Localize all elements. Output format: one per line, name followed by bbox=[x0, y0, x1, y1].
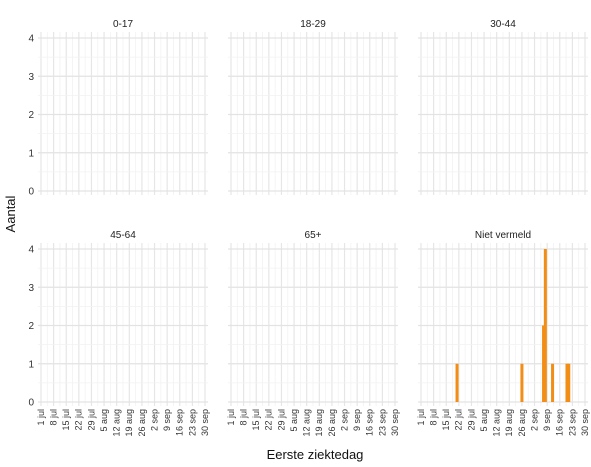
x-tick-label: 12 aug bbox=[302, 409, 312, 437]
bar bbox=[520, 363, 524, 402]
x-tick-label: 30 sep bbox=[390, 409, 400, 436]
x-axis-title: Eerste ziektedag bbox=[267, 447, 364, 462]
panel-strip-label: Niet vermeld bbox=[475, 230, 531, 241]
y-tick-label: 2 bbox=[28, 110, 34, 121]
y-tick-label: 2 bbox=[28, 321, 34, 332]
panel-strip-label: 0-17 bbox=[113, 19, 133, 30]
x-tick-label: 26 aug bbox=[327, 409, 337, 437]
x-tick-label: 23 sep bbox=[567, 409, 577, 436]
bar bbox=[565, 363, 569, 402]
x-tick-label: 29 jul bbox=[276, 409, 286, 431]
x-tick-label: 9 sep bbox=[542, 409, 552, 431]
bar bbox=[551, 363, 555, 402]
panel-2: 18-29 bbox=[228, 19, 398, 195]
bar bbox=[455, 363, 459, 402]
x-tick-label: 29 jul bbox=[86, 409, 96, 431]
y-tick-label: 4 bbox=[28, 34, 34, 45]
x-tick-label: 19 aug bbox=[314, 409, 324, 437]
y-tick-label: 3 bbox=[28, 283, 34, 294]
x-tick-label: 15 jul bbox=[441, 409, 451, 431]
panel-strip-label: 65+ bbox=[305, 230, 322, 241]
y-tick-label: 0 bbox=[28, 398, 34, 409]
y-tick-label: 1 bbox=[28, 359, 34, 370]
bar bbox=[543, 249, 547, 402]
panel-4: 45-64 0 1 2 3 4 1 jul 8 jul 15 jul 22 jul 29 jul 5 … bbox=[28, 230, 209, 437]
y-tick-label: 1 bbox=[28, 148, 34, 159]
x-tick-label: 9 sep bbox=[162, 409, 172, 431]
x-tick-label: 22 jul bbox=[454, 409, 464, 431]
x-tick-label: 12 aug bbox=[492, 409, 502, 437]
x-tick-label: 8 jul bbox=[238, 409, 248, 426]
panel-strip-label: 45-64 bbox=[110, 230, 136, 241]
x-tick-label: 8 jul bbox=[48, 409, 58, 426]
x-tick-label: 30 sep bbox=[200, 409, 210, 436]
x-tick-label: 22 jul bbox=[264, 409, 274, 431]
panel-strip-label: 18-29 bbox=[300, 19, 326, 30]
x-tick-label: 2 sep bbox=[529, 409, 539, 431]
bar bbox=[567, 363, 571, 402]
panel-strip-label: 30-44 bbox=[490, 19, 516, 30]
x-tick-label: 15 jul bbox=[251, 409, 261, 431]
x-tick-label: 16 sep bbox=[555, 409, 565, 436]
x-tick-label: 30 sep bbox=[580, 409, 590, 436]
panel-3: 30-44 bbox=[418, 19, 588, 195]
x-tick-label: 26 aug bbox=[517, 409, 527, 437]
x-tick-label: 22 jul bbox=[74, 409, 84, 431]
x-tick-label: 15 jul bbox=[61, 409, 71, 431]
x-tick-label: 5 aug bbox=[99, 409, 109, 432]
x-tick-label: 16 sep bbox=[175, 409, 185, 436]
x-tick-label: 23 sep bbox=[377, 409, 387, 436]
x-tick-label: 26 aug bbox=[137, 409, 147, 437]
bar bbox=[542, 325, 546, 402]
x-tick-label: 1 jul bbox=[226, 409, 236, 426]
y-tick-label: 0 bbox=[28, 187, 34, 198]
x-tick-label: 5 aug bbox=[289, 409, 299, 432]
x-tick-label: 19 aug bbox=[504, 409, 514, 437]
panel-6: Niet vermeld 1 jul 8 jul 15 jul 22 jul 29 jul… bbox=[416, 230, 590, 437]
x-tick-label: 5 aug bbox=[479, 409, 489, 432]
panel-1: 0-17 0 1 2 3 4 bbox=[28, 19, 208, 198]
x-tick-label: 12 aug bbox=[112, 409, 122, 437]
x-tick-label: 16 sep bbox=[365, 409, 375, 436]
x-tick-label: 8 jul bbox=[428, 409, 438, 426]
x-tick-label: 1 jul bbox=[416, 409, 426, 426]
y-tick-label: 3 bbox=[28, 72, 34, 83]
x-tick-label: 29 jul bbox=[466, 409, 476, 431]
x-tick-label: 19 aug bbox=[124, 409, 134, 437]
x-tick-label: 9 sep bbox=[352, 409, 362, 431]
y-axis-title: Aantal bbox=[3, 195, 18, 232]
y-tick-label: 4 bbox=[28, 245, 34, 256]
x-tick-label: 23 sep bbox=[187, 409, 197, 436]
panel-5: 65+ 1 jul 8 jul 15 jul 22 jul 29 jul 5 aug 12 a… bbox=[226, 230, 400, 437]
x-tick-label: 2 sep bbox=[339, 409, 349, 431]
x-tick-label: 1 jul bbox=[36, 409, 46, 426]
x-tick-label: 2 sep bbox=[149, 409, 159, 431]
